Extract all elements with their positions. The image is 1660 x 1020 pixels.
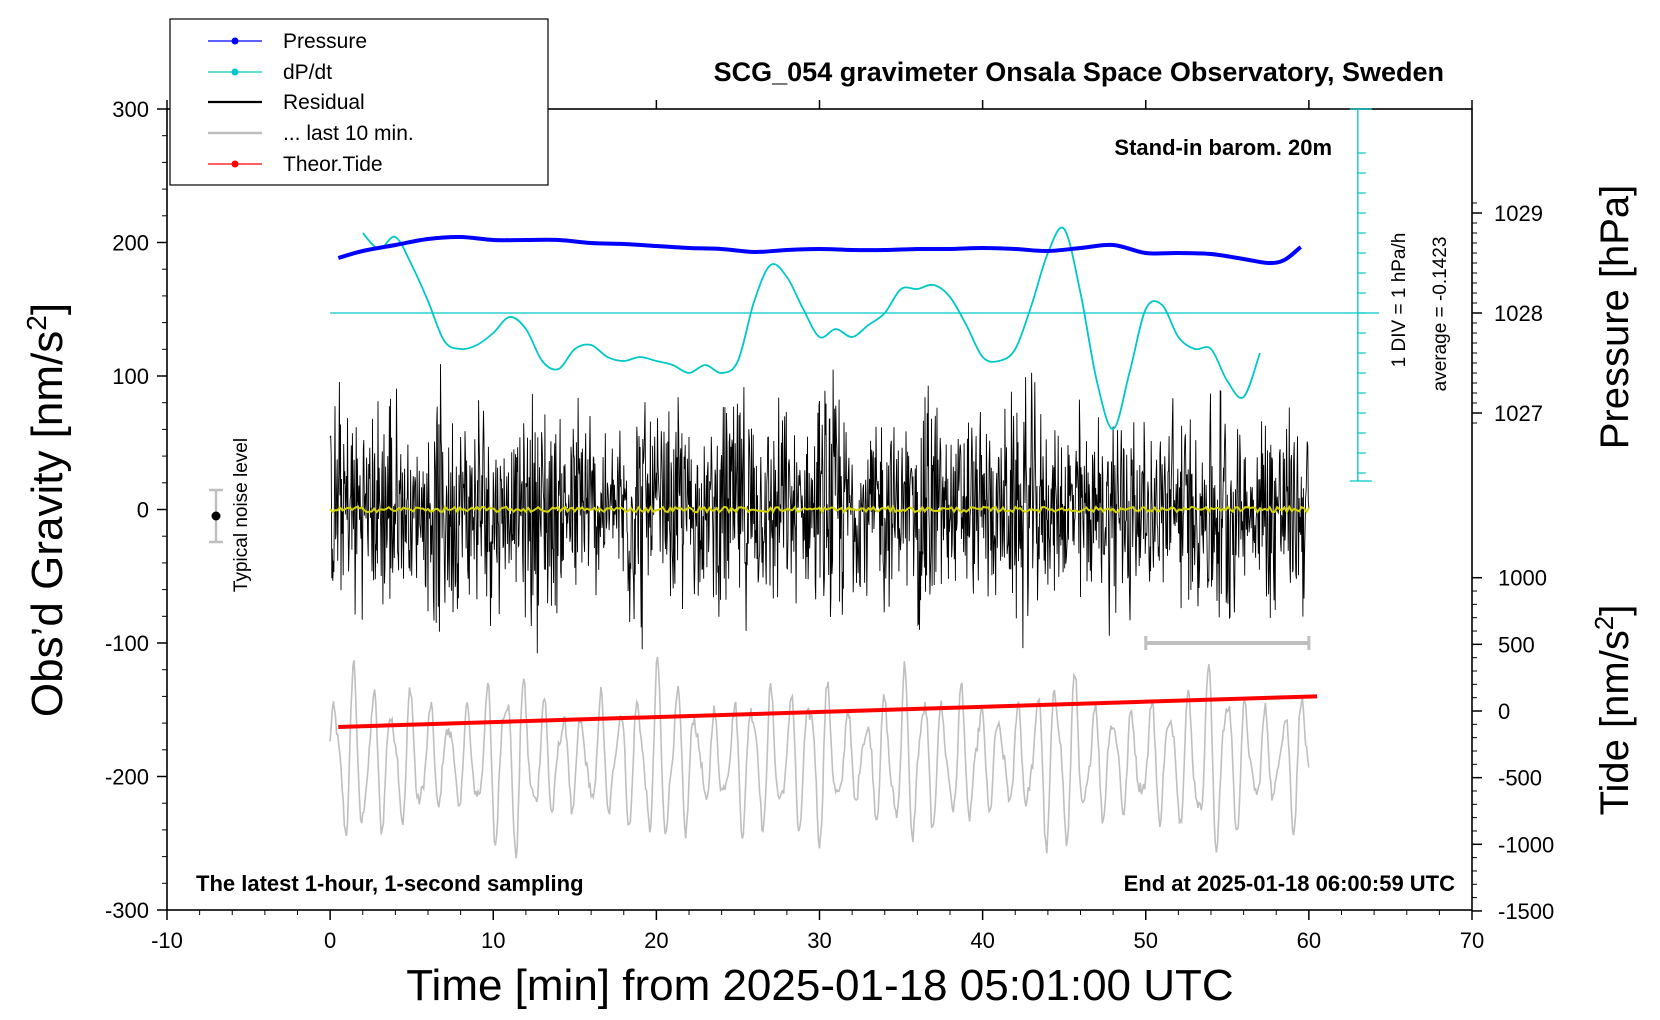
tide-layer — [338, 694, 1318, 729]
y-tick-label: 200 — [112, 231, 149, 256]
dpdt-layer — [330, 108, 1380, 482]
tide-trace — [338, 694, 1318, 729]
div-scale-note: 1 DIV = 1 hPa/h — [1389, 233, 1410, 368]
y-tick-label: 300 — [112, 97, 149, 122]
legend: Pressure dP/dt Residual ... last 10 min.… — [169, 18, 549, 186]
last-10-min-layer — [329, 656, 1310, 859]
y-tick-label: -200 — [105, 765, 149, 790]
legend-marker-tide — [231, 160, 239, 168]
legend-item-residual: Residual — [208, 91, 365, 114]
y-axis-title-tide-close: ] — [1593, 605, 1637, 616]
x-tick-label: 30 — [807, 928, 831, 953]
x-tick-label: 40 — [970, 928, 994, 953]
y-tick-label: 0 — [137, 498, 149, 523]
residual-smooth-trace — [329, 504, 1310, 515]
y-tick-label: -300 — [105, 898, 149, 923]
y-axis-tide: 1000 500 0 -500 -1000 -1500 — [1472, 566, 1554, 924]
y-axis-gravity: 300 200 100 0 -100 -200 -300 — [105, 97, 167, 923]
residual-smooth-layer — [329, 504, 1310, 515]
legend-item-tide: Theor.Tide — [208, 153, 383, 176]
x-tick-label: 10 — [481, 928, 505, 953]
tide-tick-label: -500 — [1498, 766, 1542, 791]
residual-trace — [329, 364, 1310, 654]
dpdt-trace — [362, 226, 1261, 430]
sampling-note: The latest 1-hour, 1-second sampling — [196, 871, 584, 896]
y-axis-title-gravity-sup: 2 — [21, 315, 52, 331]
y-axis-title-tide: Tide [nm/s2] — [1589, 605, 1637, 816]
tide-tick-label: -1000 — [1498, 832, 1554, 857]
legend-label-tide: Theor.Tide — [283, 153, 383, 176]
legend-item-last10: ... last 10 min. — [208, 122, 414, 145]
y-tick-label: -100 — [105, 631, 149, 656]
x-axis: -10 0 10 20 30 40 50 60 70 — [151, 100, 1484, 953]
legend-marker-pressure — [231, 37, 239, 45]
legend-label-pressure: Pressure — [283, 30, 367, 53]
tide-tick-label: 1000 — [1498, 566, 1547, 591]
y-axis-pressure: 1029 1028 1027 — [1472, 201, 1543, 426]
tide-tick-label: -1500 — [1498, 899, 1554, 924]
stand-in-barometer-note: Stand-in barom. 20m — [1114, 135, 1332, 160]
pressure-trace — [337, 234, 1302, 266]
y-axis-title-pressure: Pressure [hPa] — [1593, 185, 1637, 450]
end-time-note: End at 2025-01-18 06:00:59 UTC — [1124, 871, 1455, 896]
y-axis-title-gravity: Obs’d Gravity [nm/s2] — [21, 303, 72, 717]
y-axis-title-tide-main: Tide [nm/s — [1593, 630, 1637, 815]
legend-item-dpdt: dP/dt — [208, 61, 332, 84]
last-10-min-trace — [329, 656, 1310, 859]
x-tick-label: 70 — [1460, 928, 1484, 953]
y-axis-title-gravity-close: ] — [23, 303, 72, 315]
noise-level-label: Typical noise level — [231, 438, 252, 592]
chart-title: SCG_054 gravimeter Onsala Space Observat… — [714, 57, 1444, 87]
x-tick-label: 20 — [644, 928, 668, 953]
y-axis-title-tide-sup: 2 — [1589, 616, 1619, 630]
average-note: average = -0.1423 — [1430, 237, 1451, 392]
legend-marker-dpdt — [231, 68, 239, 76]
x-axis-title: Time [min] from 2025-01-18 05:01:00 UTC — [406, 961, 1233, 1010]
legend-item-pressure: Pressure — [208, 30, 367, 53]
x-tick-label: -10 — [151, 928, 183, 953]
legend-label-residual: Residual — [283, 91, 365, 114]
legend-label-last10: ... last 10 min. — [283, 122, 414, 145]
x-tick-label: 60 — [1297, 928, 1321, 953]
x-tick-label: 50 — [1134, 928, 1158, 953]
pressure-tick-label: 1028 — [1494, 301, 1543, 326]
last-10-min-bracket — [1144, 636, 1311, 650]
noise-level-marker — [209, 488, 223, 544]
y-axis-title-gravity-main: Obs’d Gravity [nm/s — [23, 331, 72, 717]
residual-layer — [329, 364, 1310, 654]
pressure-layer — [337, 234, 1302, 266]
tide-tick-label: 0 — [1498, 699, 1510, 724]
y-tick-label: 100 — [112, 364, 149, 389]
pressure-tick-label: 1027 — [1494, 401, 1543, 426]
pressure-tick-label: 1029 — [1494, 201, 1543, 226]
x-tick-label: 0 — [324, 928, 336, 953]
legend-label-dpdt: dP/dt — [283, 61, 332, 84]
tide-tick-label: 500 — [1498, 632, 1535, 657]
